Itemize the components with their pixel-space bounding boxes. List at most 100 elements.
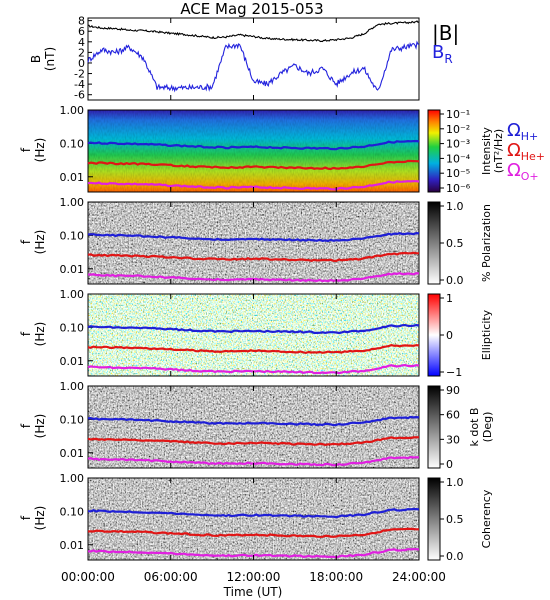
f-ytick-label: 0.10 bbox=[60, 505, 85, 518]
legend-he-plus-sub: He+ bbox=[521, 150, 545, 163]
b-yunit: (nT) bbox=[43, 47, 57, 71]
colorbar-tick-label: 10⁻¹ bbox=[446, 108, 470, 121]
f-ytick-label: 0.01 bbox=[60, 263, 85, 276]
polarization-colorbar bbox=[427, 201, 441, 285]
colorbar-tick-label: 10⁻³ bbox=[446, 138, 470, 151]
b-series-total bbox=[87, 20, 420, 43]
ellipticity-panel: Ellipticity bbox=[87, 293, 493, 377]
polarization-colorbar-label: % Polarization bbox=[480, 204, 493, 282]
b-ytick-label: 4 bbox=[78, 36, 85, 49]
legend-o-plus-main: Ω bbox=[507, 160, 521, 181]
colorbar-tick-label: 60 bbox=[446, 409, 460, 422]
legend-o-plus: ΩO+ bbox=[507, 160, 539, 183]
legend-h-plus: ΩH+ bbox=[507, 120, 538, 143]
b-ytick-label: -6 bbox=[74, 89, 85, 102]
f-ytick-label: 0.01 bbox=[60, 447, 85, 460]
cyclotron-line-h-plus bbox=[88, 231, 420, 243]
colorbar-tick-label: −1 bbox=[446, 366, 462, 379]
cyclotron-line-he-plus bbox=[87, 159, 420, 171]
legend-h-plus-sub: H+ bbox=[521, 130, 539, 143]
cyclotron-legend: ΩH+ ΩHe+ ΩO+ bbox=[507, 120, 545, 183]
cyclotron-line-h-plus bbox=[87, 323, 420, 335]
legend-b-radial-main: B bbox=[432, 42, 444, 63]
f-ytick-label: 1.00 bbox=[60, 104, 85, 117]
b-ytick-label: 0 bbox=[78, 57, 85, 70]
cyclotron-line-h-plus bbox=[87, 507, 420, 519]
polarization-panel: % Polarization bbox=[87, 201, 493, 285]
generated-marks: 1.000.100.01f (Hz)10⁻¹10⁻²10⁻³10⁻⁴10⁻⁵10⁻… bbox=[19, 18, 471, 584]
x-tick-label: 24:00:00 bbox=[392, 570, 446, 584]
intensity-colorbar bbox=[427, 109, 441, 193]
x-axis-label: Time (UT) bbox=[223, 585, 283, 599]
intensity-colorbar-label: Intensity bbox=[480, 127, 493, 175]
f-ylabel: f bbox=[19, 331, 33, 336]
b-ytick-label: -2 bbox=[74, 68, 85, 81]
legend-he-plus: ΩHe+ bbox=[507, 140, 545, 163]
colorbar-tick-label: 0.5 bbox=[446, 237, 464, 250]
legend-he-plus-main: Ω bbox=[507, 140, 521, 161]
intensity-panel: Intensity (nT²/Hz) ΩH+ ΩHe+ ΩO+ bbox=[87, 109, 545, 193]
x-tick-label: 12:00:00 bbox=[227, 570, 281, 584]
kdotb-panel: k dot B (Deg) bbox=[87, 385, 494, 469]
f-ytick-label: 0.10 bbox=[60, 321, 85, 334]
cyclotron-line-he-plus bbox=[87, 436, 420, 447]
f-ytick-label: 0.01 bbox=[60, 171, 85, 184]
cyclotron-line-h-plus bbox=[87, 415, 420, 427]
f-yunit: (Hz) bbox=[33, 138, 47, 163]
legend-b-radial: BR bbox=[432, 42, 453, 66]
f-ylabel: f bbox=[19, 239, 33, 244]
colorbar-tick-label: 10⁻⁴ bbox=[446, 152, 471, 165]
f-ylabel: f bbox=[19, 515, 33, 520]
colorbar-tick-label: 0.5 bbox=[446, 513, 464, 526]
legend-h-plus-main: Ω bbox=[507, 120, 521, 141]
x-tick-label: 18:00:00 bbox=[309, 570, 363, 584]
colorbar-tick-label: 0 bbox=[446, 458, 453, 471]
cyclotron-line-he-plus bbox=[87, 527, 419, 538]
coherency-colorbar bbox=[427, 477, 441, 561]
colorbar-tick-label: 1.0 bbox=[446, 476, 464, 489]
b-ylabel: B bbox=[29, 55, 43, 63]
x-tick-label: 00:00:00 bbox=[61, 570, 115, 584]
f-ytick-label: 0.01 bbox=[60, 539, 85, 552]
cyclotron-line-h-plus bbox=[87, 139, 420, 151]
cyclotron-line-he-plus bbox=[87, 343, 420, 355]
f-yunit: (Hz) bbox=[33, 414, 47, 439]
legend-o-plus-sub: O+ bbox=[521, 170, 539, 183]
f-ytick-label: 1.00 bbox=[60, 380, 85, 393]
b-field-series bbox=[87, 20, 420, 93]
f-ytick-label: 0.01 bbox=[60, 355, 85, 368]
f-yunit: (Hz) bbox=[33, 230, 47, 255]
f-ytick-label: 0.10 bbox=[60, 229, 85, 242]
intensity-texture bbox=[88, 110, 419, 192]
b-ytick-label: 2 bbox=[78, 46, 85, 59]
ellipticity-spectrogram bbox=[88, 294, 419, 376]
kdotb-spectrogram bbox=[88, 386, 419, 468]
ellipticity-colorbar bbox=[427, 293, 441, 377]
f-ylabel: f bbox=[19, 147, 33, 152]
colorbar-tick-label: 0.0 bbox=[446, 274, 464, 287]
coherency-panel: Coherency bbox=[87, 477, 493, 561]
x-tick-label: 06:00:00 bbox=[144, 570, 198, 584]
colorbar-tick-label: 0 bbox=[446, 329, 453, 342]
f-ytick-label: 0.10 bbox=[60, 413, 85, 426]
intensity-colorbar-unit: (nT²/Hz) bbox=[492, 129, 505, 173]
ellipticity-colorbar-label: Ellipticity bbox=[480, 309, 493, 360]
coherency-spectrogram bbox=[88, 478, 419, 560]
colorbar-tick-label: 1 bbox=[446, 292, 453, 305]
colorbar-tick-label: 1.0 bbox=[446, 200, 464, 213]
kdotb-colorbar-unit: (Deg) bbox=[481, 412, 494, 443]
f-yunit: (Hz) bbox=[33, 506, 47, 531]
f-ytick-label: 0.10 bbox=[60, 137, 85, 150]
colorbar-tick-label: 10⁻² bbox=[446, 123, 470, 136]
f-ytick-label: 1.00 bbox=[60, 472, 85, 485]
polarization-spectrogram bbox=[88, 202, 419, 284]
colorbar-tick-label: 10⁻⁶ bbox=[446, 182, 471, 195]
legend-b-radial-sub: R bbox=[444, 52, 452, 66]
colorbar-tick-label: 0.0 bbox=[446, 550, 464, 563]
figure-title: ACE Mag 2015-053 bbox=[180, 0, 323, 18]
kdotb-colorbar-label: k dot B bbox=[468, 408, 481, 447]
colorbar-tick-label: 10⁻⁵ bbox=[446, 167, 470, 180]
